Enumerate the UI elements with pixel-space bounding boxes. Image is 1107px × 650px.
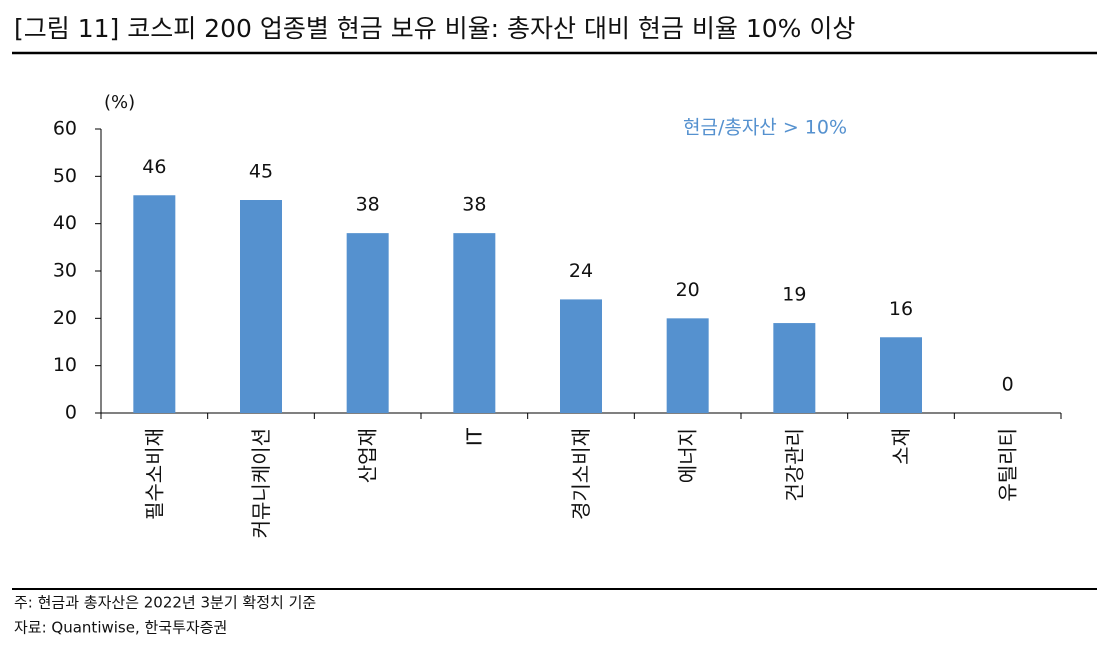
y-tick-label: 60 (53, 118, 77, 140)
data-label: 45 (249, 161, 273, 183)
x-tick-label: IT (462, 427, 486, 446)
source: 자료: Quantiwise, 한국투자증권 (14, 619, 227, 637)
bar (453, 233, 496, 413)
y-tick-label: 10 (53, 354, 77, 376)
x-tick-label: 경기소비재 (569, 428, 593, 520)
data-label: 0 (1002, 374, 1014, 396)
data-label: 19 (782, 284, 806, 306)
bar (560, 299, 602, 413)
x-tick-label: 커뮤니케이션 (249, 428, 273, 538)
note: 주: 현금과 총자산은 2022년 3분기 확정치 기준 (14, 594, 316, 612)
data-label: 24 (569, 260, 593, 282)
bar (880, 337, 922, 413)
data-label: 20 (676, 279, 700, 301)
bar (240, 200, 282, 413)
x-tick-label: 건강관리 (782, 428, 806, 502)
y-tick-label: 40 (53, 212, 77, 234)
bar (346, 233, 389, 413)
x-tick-label: 에너지 (676, 428, 700, 483)
y-tick-label: 30 (53, 260, 77, 282)
y-unit: (%) (104, 92, 135, 113)
y-tick-label: 20 (53, 307, 77, 329)
data-label: 38 (356, 194, 380, 216)
bar (133, 195, 176, 413)
data-label: 38 (462, 194, 486, 216)
data-label: 16 (889, 298, 913, 320)
x-tick-label: 유틸리티 (996, 428, 1020, 502)
y-tick-label: 0 (65, 402, 77, 424)
y-tick-label: 50 (53, 165, 77, 187)
x-tick-label: 소재 (889, 428, 913, 465)
bar (773, 323, 816, 413)
chart-title: [그림 11] 코스피 200 업종별 현금 보유 비율: 총자산 대비 현금 … (14, 14, 855, 43)
bar (666, 318, 709, 413)
annotation: 현금/총자산 > 10% (683, 117, 847, 139)
x-tick-label: 산업재 (356, 428, 380, 483)
x-tick-label: 필수소비재 (142, 428, 166, 520)
data-label: 46 (142, 156, 166, 178)
